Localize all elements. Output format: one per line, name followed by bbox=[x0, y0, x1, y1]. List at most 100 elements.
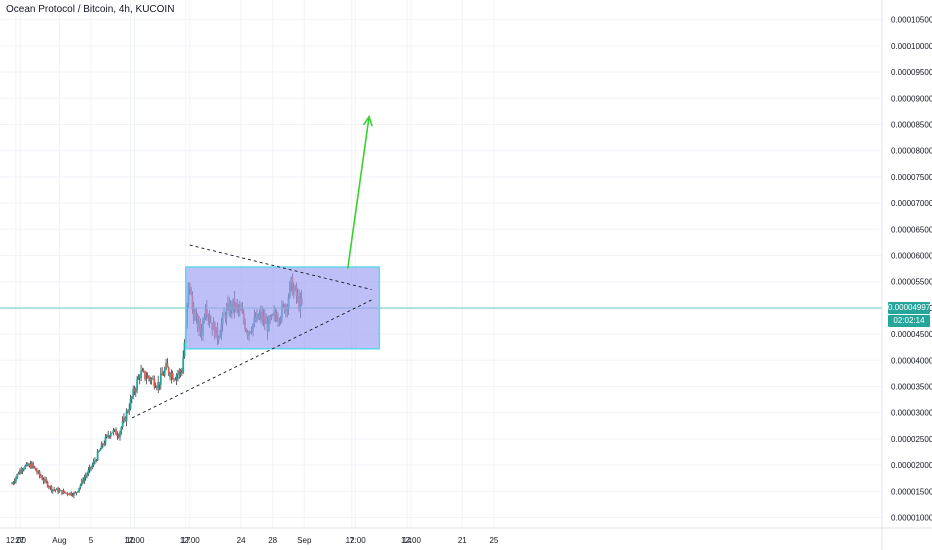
exchange-label: KUCOIN bbox=[135, 4, 175, 15]
candle-body bbox=[12, 482, 15, 484]
candle-body bbox=[140, 371, 142, 379]
candle-body bbox=[111, 432, 113, 434]
candle-body bbox=[40, 475, 42, 478]
candle-body bbox=[36, 470, 38, 473]
candle-body bbox=[50, 486, 53, 491]
candle-body bbox=[158, 382, 161, 385]
candle-body bbox=[59, 490, 62, 491]
candle-body bbox=[41, 477, 44, 480]
candle-body bbox=[100, 443, 103, 450]
time-tick-label: 12:00 bbox=[346, 536, 367, 545]
candle-body bbox=[129, 398, 132, 409]
candle-body bbox=[76, 491, 79, 493]
candle-body bbox=[178, 370, 181, 374]
candle-body bbox=[32, 462, 34, 467]
candle-body bbox=[94, 460, 96, 462]
upper-trendline[interactable] bbox=[189, 244, 372, 290]
breakout-arrow-head bbox=[362, 114, 373, 127]
candle-body bbox=[29, 464, 32, 468]
price-tick-label: 0.00007500 bbox=[891, 173, 932, 182]
candle-body bbox=[117, 436, 120, 438]
candle-body bbox=[88, 466, 91, 471]
candle-body bbox=[13, 481, 16, 483]
candle-body bbox=[120, 427, 123, 432]
symbol-header[interactable]: Ocean Protocol / Bitcoin, 4h, KUCOIN bbox=[6, 4, 174, 15]
candle-body bbox=[99, 449, 102, 451]
candle-body bbox=[54, 489, 57, 491]
candle-body bbox=[62, 490, 65, 494]
candle-body bbox=[138, 376, 141, 379]
chart-grid bbox=[0, 0, 882, 528]
candle-body bbox=[79, 484, 82, 488]
candle-body bbox=[22, 468, 25, 470]
candle-body bbox=[20, 470, 23, 471]
candle-body bbox=[173, 379, 175, 381]
candle-body bbox=[15, 477, 17, 482]
candle-body bbox=[112, 430, 115, 433]
price-tick-label: 0.00010000 bbox=[891, 42, 932, 51]
candle-body bbox=[16, 473, 19, 478]
candle-body bbox=[74, 492, 77, 494]
current-price-badge: 0.00004997 bbox=[888, 302, 931, 315]
price-tick-label: 0.00004500 bbox=[891, 330, 932, 339]
candle-body bbox=[61, 490, 63, 494]
candle-body bbox=[87, 470, 90, 475]
candle-body bbox=[55, 488, 58, 491]
candle-body bbox=[124, 417, 127, 421]
symbol-name: Ocean Protocol / Bitcoin bbox=[6, 4, 114, 15]
candle-body bbox=[130, 396, 133, 399]
candle-body bbox=[159, 373, 162, 385]
time-tick-label: 12:00 bbox=[180, 536, 201, 545]
candle-body bbox=[33, 466, 36, 468]
candle-body bbox=[63, 490, 66, 493]
candle-body bbox=[30, 462, 33, 468]
candle-body bbox=[107, 435, 110, 436]
candle-body bbox=[104, 436, 107, 444]
time-tick-label: Sep bbox=[297, 536, 312, 545]
candle-body bbox=[150, 378, 153, 381]
time-tick-label: 12:00 bbox=[6, 536, 27, 545]
candle-body bbox=[170, 373, 173, 378]
time-tick-label: Aug bbox=[52, 536, 66, 545]
candle-body bbox=[180, 372, 183, 374]
candle-body bbox=[37, 471, 40, 473]
price-tick-label: 0.00003500 bbox=[891, 383, 932, 392]
candle-body bbox=[49, 486, 52, 488]
candle-body bbox=[91, 465, 94, 468]
candle-body bbox=[163, 369, 166, 376]
candle-body bbox=[34, 467, 37, 471]
candle-body bbox=[24, 465, 27, 469]
range-rectangle[interactable] bbox=[185, 266, 381, 350]
price-tick-label: 0.00002500 bbox=[891, 435, 932, 444]
candle-body bbox=[53, 489, 56, 491]
candle-body bbox=[177, 373, 179, 376]
candle-body bbox=[113, 429, 116, 431]
candle-body bbox=[145, 378, 148, 380]
time-tick-label: 14 bbox=[403, 536, 412, 545]
price-tick-label: 0.00009000 bbox=[891, 94, 932, 103]
price-tick-label: 0.00010500 bbox=[891, 16, 932, 25]
candle-body bbox=[146, 376, 149, 379]
time-tick-label: 27 bbox=[15, 536, 24, 545]
candle-body bbox=[108, 435, 111, 437]
breakout-arrow-shaft[interactable] bbox=[346, 116, 370, 269]
lower-trendline[interactable] bbox=[131, 299, 372, 419]
candle-body bbox=[175, 375, 178, 380]
candle-body bbox=[46, 481, 49, 487]
price-axis[interactable]: 0.00001000 0.00001500 0.00002000 0.00002500… bbox=[881, 0, 932, 550]
candle-body bbox=[72, 492, 75, 496]
candle-body bbox=[45, 479, 48, 482]
candle-body bbox=[137, 376, 140, 380]
drawing-annotations[interactable] bbox=[0, 114, 882, 419]
candle-body bbox=[11, 483, 13, 485]
candle-body bbox=[26, 463, 29, 466]
time-tick-label: 21 bbox=[458, 536, 467, 545]
time-tick-label: 12:00 bbox=[401, 536, 422, 545]
header-separator: , bbox=[113, 4, 119, 15]
candle-body bbox=[82, 480, 85, 482]
candle-body bbox=[42, 479, 45, 482]
price-tick-label: 0.00005500 bbox=[891, 278, 932, 287]
price-tick-label: 0.00008000 bbox=[891, 147, 932, 156]
